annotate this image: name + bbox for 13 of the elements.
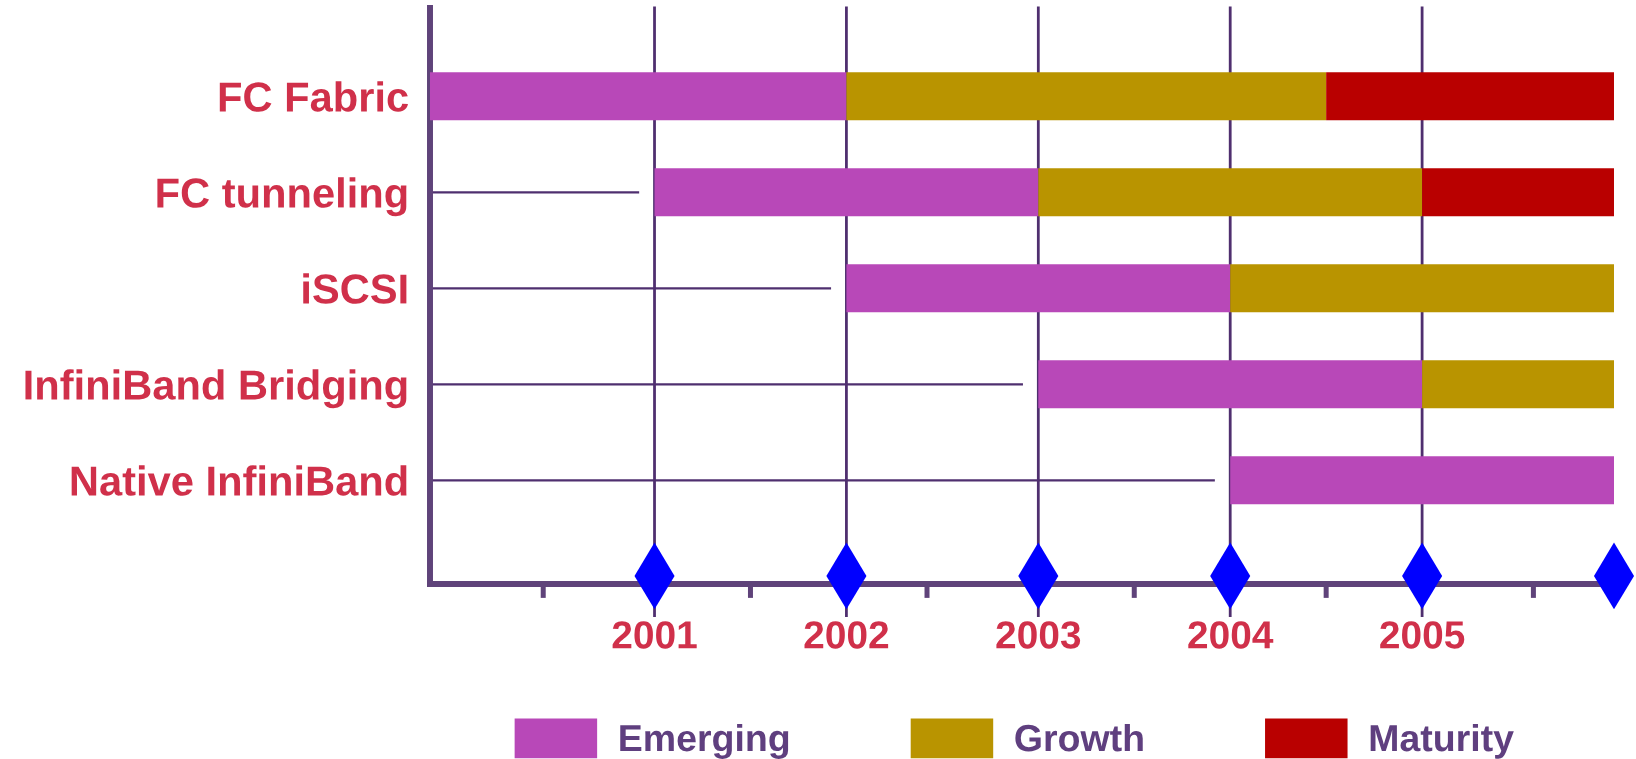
x-tick-label: 2004 bbox=[1188, 621, 1274, 649]
x-tick-label: 2003 bbox=[996, 621, 1081, 649]
y-tick-label: FC Fabric bbox=[219, 81, 408, 112]
y-tick-label: Native InfiniBand bbox=[71, 465, 407, 496]
y-tick-label: InfiniBand Bridging bbox=[25, 369, 407, 409]
y-tick-label: FC tunneling bbox=[157, 177, 407, 217]
x-tick-label: 2002 bbox=[804, 621, 889, 649]
legend-label: Growth bbox=[1015, 723, 1143, 752]
x-tick-label: 2005 bbox=[1380, 621, 1465, 649]
legend-label: Maturity bbox=[1370, 723, 1514, 759]
legend-label: Emerging bbox=[620, 723, 789, 759]
y-tick-label: iSCSI bbox=[303, 273, 407, 304]
x-tick-label: 2001 bbox=[612, 621, 697, 649]
